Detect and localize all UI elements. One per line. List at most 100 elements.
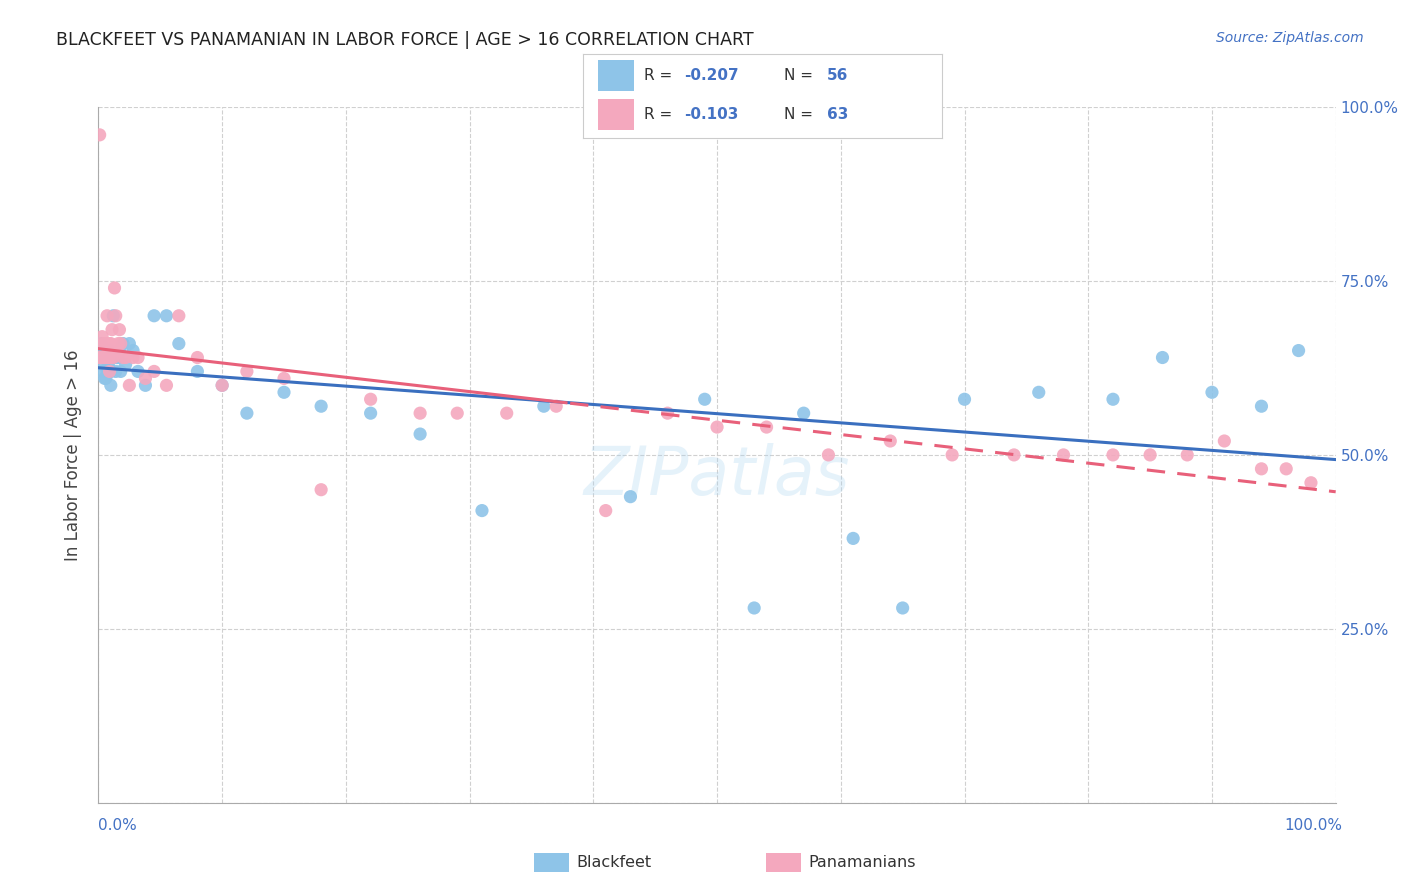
Point — [114, 358, 136, 372]
Point — [842, 532, 865, 546]
Y-axis label: In Labor Force | Age > 16: In Labor Force | Age > 16 — [65, 349, 83, 561]
Point — [98, 343, 121, 358]
Point — [1052, 448, 1074, 462]
Point — [495, 406, 517, 420]
Text: 63: 63 — [827, 107, 849, 122]
Point — [94, 371, 117, 385]
Point — [941, 448, 963, 462]
Point — [619, 490, 641, 504]
Point — [98, 364, 121, 378]
Point — [118, 336, 141, 351]
Point — [108, 323, 131, 337]
Point — [273, 371, 295, 385]
Text: ZIPatlas: ZIPatlas — [583, 442, 851, 508]
Point — [93, 358, 115, 372]
Point — [93, 371, 115, 385]
Point — [100, 364, 122, 378]
Text: 56: 56 — [827, 68, 849, 83]
Point — [409, 406, 432, 420]
Point — [101, 351, 124, 365]
Text: Blackfeet: Blackfeet — [576, 855, 651, 870]
Point — [114, 351, 136, 365]
Bar — [598, 99, 634, 130]
Bar — [598, 61, 634, 91]
Text: N =: N = — [785, 107, 818, 122]
Point — [98, 336, 121, 351]
Text: -0.103: -0.103 — [683, 107, 738, 122]
Point — [793, 406, 815, 420]
Point — [879, 434, 901, 448]
Text: BLACKFEET VS PANAMANIAN IN LABOR FORCE | AGE > 16 CORRELATION CHART: BLACKFEET VS PANAMANIAN IN LABOR FORCE |… — [56, 31, 754, 49]
Point — [309, 399, 332, 413]
Point — [1175, 448, 1198, 462]
Point — [360, 406, 382, 420]
Point — [97, 343, 120, 358]
Point — [93, 343, 115, 358]
Point — [97, 351, 120, 365]
Point — [657, 406, 679, 420]
Point — [112, 336, 135, 351]
Point — [1102, 392, 1125, 407]
Point — [1250, 462, 1272, 476]
Point — [94, 351, 117, 365]
Point — [127, 364, 149, 378]
Point — [105, 351, 128, 365]
Point — [107, 351, 129, 365]
Point — [94, 336, 117, 351]
Point — [546, 399, 568, 413]
Point — [155, 309, 177, 323]
Text: R =: R = — [644, 107, 678, 122]
Point — [891, 601, 914, 615]
Point — [110, 336, 132, 351]
Point — [103, 309, 125, 323]
Point — [143, 309, 166, 323]
Point — [1299, 475, 1322, 490]
Point — [100, 336, 122, 351]
Point — [101, 323, 124, 337]
Point — [409, 427, 432, 442]
Point — [595, 503, 617, 517]
Point — [360, 392, 382, 407]
Point — [167, 309, 190, 323]
Point — [211, 378, 233, 392]
Point — [94, 351, 117, 365]
Point — [103, 281, 125, 295]
Point — [236, 406, 259, 420]
Point — [134, 378, 156, 392]
Point — [96, 351, 118, 365]
Point — [817, 448, 839, 462]
Point — [122, 343, 145, 358]
Point — [122, 351, 145, 365]
Text: Panamanians: Panamanians — [808, 855, 915, 870]
Point — [127, 351, 149, 365]
Point — [155, 378, 177, 392]
Point — [112, 351, 135, 365]
Point — [134, 371, 156, 385]
Point — [118, 378, 141, 392]
Text: 0.0%: 0.0% — [98, 818, 138, 832]
Point — [93, 336, 115, 351]
Point — [1139, 448, 1161, 462]
Point — [98, 364, 121, 378]
Point — [186, 351, 208, 365]
Text: Source: ZipAtlas.com: Source: ZipAtlas.com — [1216, 31, 1364, 45]
Point — [89, 351, 111, 365]
Point — [91, 329, 114, 343]
Point — [90, 351, 112, 365]
Point — [104, 364, 127, 378]
Point — [167, 336, 190, 351]
Point — [100, 351, 122, 365]
Point — [1102, 448, 1125, 462]
Point — [236, 364, 259, 378]
Point — [91, 351, 114, 365]
Point — [91, 351, 114, 365]
Point — [1152, 351, 1174, 365]
Point — [1288, 343, 1310, 358]
Text: R =: R = — [644, 68, 678, 83]
Point — [533, 399, 555, 413]
Point — [104, 309, 127, 323]
Point — [755, 420, 778, 434]
Point — [110, 364, 132, 378]
Point — [1213, 434, 1236, 448]
Point — [742, 601, 765, 615]
